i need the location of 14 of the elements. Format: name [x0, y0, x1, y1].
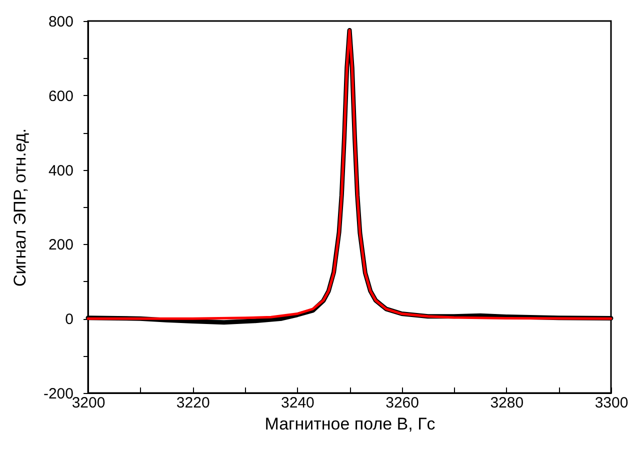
y-tick-label: 0 — [65, 311, 74, 328]
y-tick-label: -200 — [43, 386, 74, 402]
x-tick-label: 3300 — [594, 394, 628, 412]
y-tick-label: 200 — [48, 236, 74, 254]
y-tick-label: 800 — [48, 14, 74, 30]
x-tick-label: 3220 — [176, 394, 210, 412]
x-tick-label: 3260 — [386, 394, 419, 412]
x-tick-label: 3200 — [72, 394, 106, 412]
y-tick-label: 600 — [48, 88, 74, 105]
y-tick-label: 400 — [48, 162, 74, 180]
x-tick-label: 3240 — [281, 394, 314, 412]
y-axis-title: Сигнал ЭПР, отн.ед. — [10, 128, 30, 287]
x-tick-label: 3280 — [490, 394, 524, 412]
x-axis-title: Магнитное поле B, Гс — [264, 414, 436, 434]
